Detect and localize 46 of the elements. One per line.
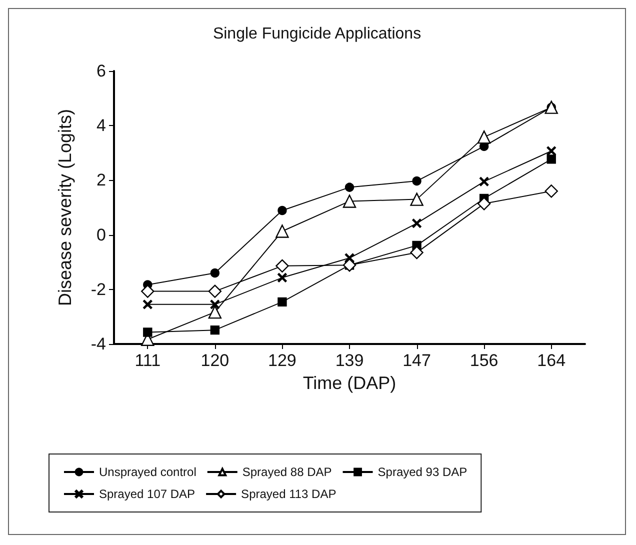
point [412,176,422,186]
y-tick-label: -4 [90,334,106,354]
point [208,305,222,319]
legend-label: Sprayed 113 DAP [241,487,336,501]
point [276,224,289,238]
x-tick-label: 147 [402,351,431,370]
point [544,184,558,198]
legend-label: Sprayed 88 DAP [242,465,332,479]
point [410,192,424,206]
point [344,182,354,192]
point [210,268,220,278]
point [143,300,152,310]
y-tick-label: 0 [96,225,106,244]
x-tick-label: 129 [268,351,296,370]
legend-label: Sprayed 107 DAP [99,487,196,501]
x-tick-label: 111 [134,351,161,370]
y-tick-label: 4 [96,116,106,136]
point [141,284,154,298]
point [477,130,491,144]
point [278,297,287,307]
point [479,176,489,186]
legend-label: Sprayed 93 DAP [378,465,468,479]
point [412,218,422,228]
point [342,194,356,208]
point [208,284,222,298]
x-tick-label: 120 [200,351,230,370]
y-tick-label: 2 [96,170,106,190]
point [210,300,220,310]
point [546,154,556,164]
x-tick-label: 139 [335,351,364,370]
x-axis-title: Time (DAP) [302,373,396,393]
point [278,206,287,216]
point [410,246,424,260]
x-tick-label: 164 [537,351,566,370]
y-axis-title: Disease severity (Logits) [55,108,75,306]
point [276,259,289,273]
point [143,328,152,337]
point [546,146,556,156]
point [477,197,491,210]
legend-label: Unsprayed control [99,465,196,479]
point [210,325,220,335]
chart-title: Single Fungicide Applications [212,26,422,42]
y-tick-label: 6 [96,62,106,80]
x-tick-label: 156 [470,351,498,370]
y-tick-label: -2 [90,280,106,299]
point [278,273,287,282]
